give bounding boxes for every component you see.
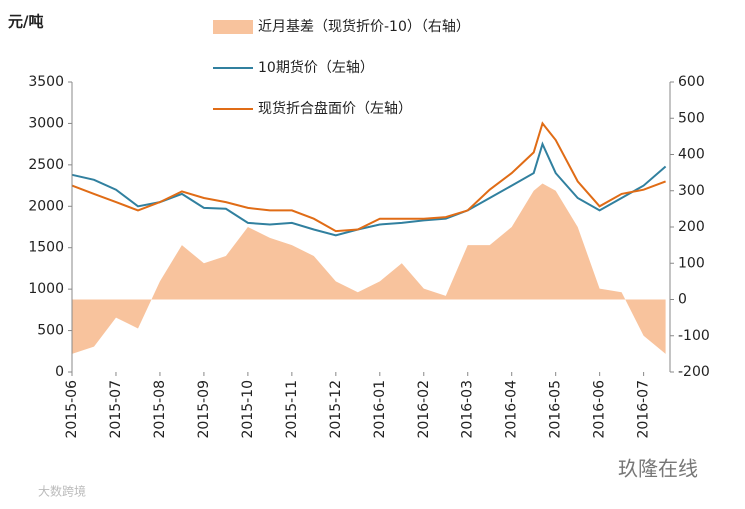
legend-label: 近月基差（现货折价-10）（右轴） (258, 18, 470, 35)
x-tick-label: 2015-11 (284, 380, 300, 439)
watermark: 大数跨境 (38, 484, 86, 499)
x-tick-label: 2015-08 (152, 380, 168, 439)
x-tick-label: 2016-04 (504, 380, 520, 439)
x-tick-label: 2015-12 (328, 380, 344, 439)
legend-swatch (213, 20, 253, 34)
y2-tick-label: 0 (678, 292, 687, 308)
y2-tick-label: 300 (678, 183, 705, 199)
x-tick-label: 2016-03 (460, 380, 476, 439)
x-tick-label: 2016-02 (416, 380, 432, 439)
y2-tick-label: 200 (678, 219, 705, 235)
line (71, 121, 666, 233)
legend-label: 现货折合盘面价（左轴） (258, 100, 412, 117)
y2-tick-label: 500 (678, 110, 705, 126)
x-tick-label: 2015-06 (64, 380, 80, 439)
y-tick-label: 500 (37, 323, 64, 339)
x-tick-label: 2015-09 (196, 380, 212, 439)
x-tick-label: 2016-01 (372, 380, 388, 439)
y-axis-label: 元/吨 (8, 13, 43, 31)
x-tick-label: 2015-07 (108, 380, 124, 439)
y2-tick-label: 400 (678, 147, 705, 163)
y2-tick-label: -200 (678, 364, 710, 380)
y-tick-label: 2500 (28, 157, 64, 173)
y-tick-label: 1500 (28, 240, 64, 256)
x-tick-label: 2016-07 (636, 380, 652, 439)
area (72, 183, 666, 354)
y-tick-label: 3500 (28, 74, 64, 90)
y2-tick-label: 600 (678, 74, 705, 90)
x-tick-label: 2016-06 (592, 380, 608, 439)
x-tick-label: 2015-10 (240, 380, 256, 439)
watermark: 玖隆在线 (618, 457, 698, 481)
y-tick-label: 0 (55, 364, 64, 380)
y2-tick-label: 100 (678, 255, 705, 271)
y2-tick-label: -100 (678, 328, 710, 344)
x-tick-label: 2016-05 (548, 380, 564, 439)
y-tick-label: 2000 (28, 198, 64, 214)
y-tick-label: 1000 (28, 281, 64, 297)
y-tick-label: 3000 (28, 115, 64, 131)
legend-label: 10期货价（左轴） (258, 59, 374, 76)
line (71, 141, 667, 237)
